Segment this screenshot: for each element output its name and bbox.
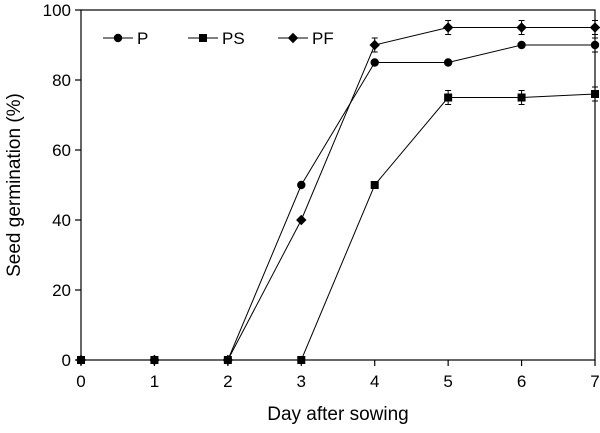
x-tick-label: 5 [443,372,452,391]
legend-marker [287,32,299,44]
y-axis-ticks: 0 20 40 60 80 100 [43,1,81,370]
x-axis-title: Day after sowing [267,404,409,425]
data-point-pf [589,22,600,33]
legend-label: PS [222,29,245,48]
y-tick-label: 0 [62,351,71,370]
data-point-pf [369,39,380,51]
x-tick-label: 2 [223,372,232,391]
series-group [75,20,600,366]
data-point-pf [75,354,87,366]
x-tick-label: 7 [590,372,599,391]
x-tick-label: 0 [76,372,85,391]
y-tick-label: 60 [52,141,71,160]
y-tick-label: 20 [52,281,71,300]
x-tick-label: 4 [370,372,379,391]
legend-label: PF [312,29,334,48]
data-point-ps [591,90,599,98]
data-point-pf [149,354,160,366]
data-point-pf [296,214,307,226]
series-pf [75,20,600,366]
legend-item-ps: PS [188,29,245,48]
data-point-p [297,180,306,190]
legend-marker [113,33,123,43]
legend-label: P [137,29,148,48]
series-line-p [81,44,595,361]
series-ps [77,86,599,364]
data-point-p [370,58,379,67]
y-tick-label: 100 [43,1,71,20]
data-point-ps [297,356,306,364]
series-line-ps [81,93,596,361]
series-line-pf [81,27,595,361]
y-axis-title: Seed germination (%) [4,93,25,277]
series-p [76,37,600,365]
x-tick-label: 1 [150,372,159,391]
y-tick-label: 80 [52,71,71,90]
legend-marker [199,34,207,42]
data-point-pf [442,22,454,33]
data-point-ps [517,93,526,102]
legend: P PS PF [103,29,334,48]
plot-frame [80,9,596,361]
data-point-ps [444,93,453,102]
data-point-p [517,40,526,50]
x-axis-ticks: 0 1 2 3 4 5 6 7 [76,360,600,391]
x-tick-label: 6 [517,372,526,391]
legend-item-p: P [103,29,148,48]
data-point-p [443,58,453,67]
data-point-pf [222,354,234,366]
data-point-pf [516,22,527,33]
data-point-ps [370,181,379,189]
y-tick-label: 40 [52,211,71,230]
x-tick-label: 3 [297,372,306,391]
data-point-p [590,40,600,50]
legend-item-pf: PF [278,29,334,48]
